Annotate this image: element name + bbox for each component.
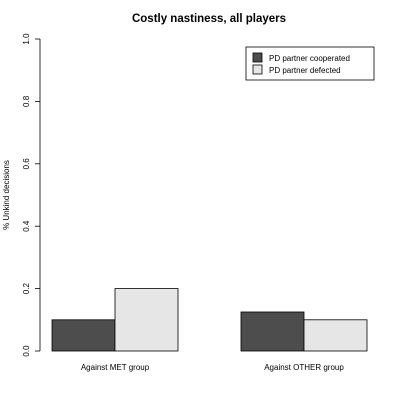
legend: PD partner cooperated PD partner defected <box>245 46 375 81</box>
y-tick-label: 0.0 <box>22 345 31 357</box>
legend-swatch-0 <box>252 52 263 63</box>
bars <box>51 288 368 352</box>
y-axis: 0.0 0.2 0.4 0.6 0.8 1.0 <box>22 33 41 357</box>
bar-1-1 <box>303 319 368 352</box>
bar-0-1 <box>114 288 179 352</box>
y-tick-label: 1.0 <box>22 33 31 45</box>
legend-box <box>245 46 375 81</box>
y-axis-label: % Unkind decisions <box>2 160 11 230</box>
bar-0-0 <box>51 319 116 352</box>
chart-title: Costly nastiness, all players <box>132 13 286 25</box>
y-tick-label: 0.4 <box>22 220 31 232</box>
y-tick-label: 0.2 <box>22 282 31 294</box>
y-tick-label: 0.8 <box>22 95 31 107</box>
x-category-label: Against MET group <box>81 363 150 372</box>
legend-swatch-1 <box>252 64 263 75</box>
category-labels: Against MET group Against OTHER group <box>81 363 345 372</box>
y-tick-label: 0.6 <box>22 158 31 170</box>
x-category-label: Against OTHER group <box>264 363 344 372</box>
bar-1-0 <box>240 311 305 352</box>
legend-label-0: PD partner cooperated <box>269 54 350 63</box>
legend-label-1: PD partner defected <box>269 66 341 75</box>
